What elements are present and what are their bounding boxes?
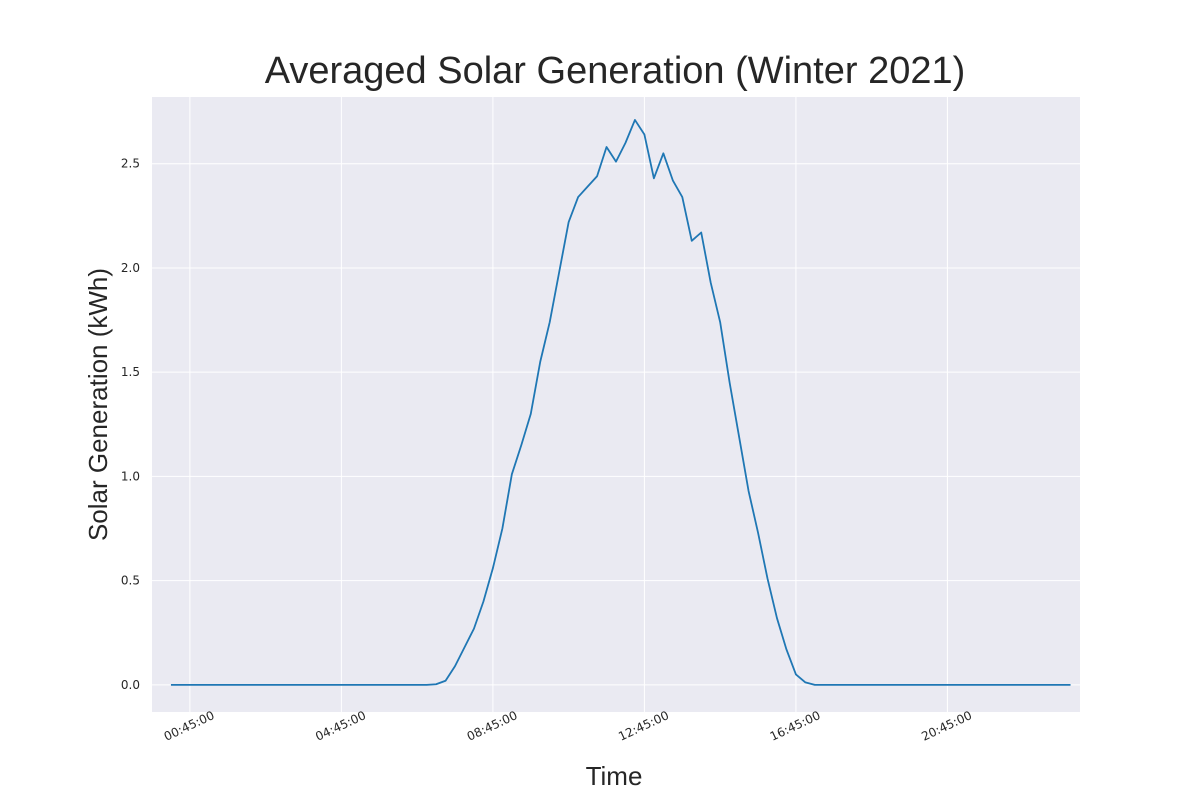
x-tick-label: 12:45:00 [616,708,671,743]
y-tick-label: 2.5 [121,157,140,171]
x-tick-label: 00:45:00 [162,708,217,743]
y-tick-label: 0.5 [121,574,140,588]
y-axis-ticks: 0.0 0.5 1.0 1.5 2.0 2.5 [121,157,140,692]
x-axis-ticks: 00:45:00 04:45:00 08:45:00 12:45:00 16:45:00… [162,708,974,743]
plot-background [152,97,1080,712]
y-tick-label: 1.0 [121,469,140,483]
y-tick-label: 2.0 [121,261,140,275]
y-tick-label: 0.0 [121,678,140,692]
chart-title: Averaged Solar Generation (Winter 2021) [264,50,966,92]
x-tick-label: 20:45:00 [919,708,974,743]
x-tick-label: 16:45:00 [768,708,823,743]
x-axis-label: Time [586,761,643,791]
x-tick-label: 08:45:00 [465,708,520,743]
grid [152,97,1080,712]
series-layer [170,119,1071,686]
y-axis-label: Solar Generation (kWh) [83,268,113,541]
series-line [170,119,1071,686]
x-tick-label: 04:45:00 [313,708,368,743]
y-tick-label: 1.5 [121,365,140,379]
